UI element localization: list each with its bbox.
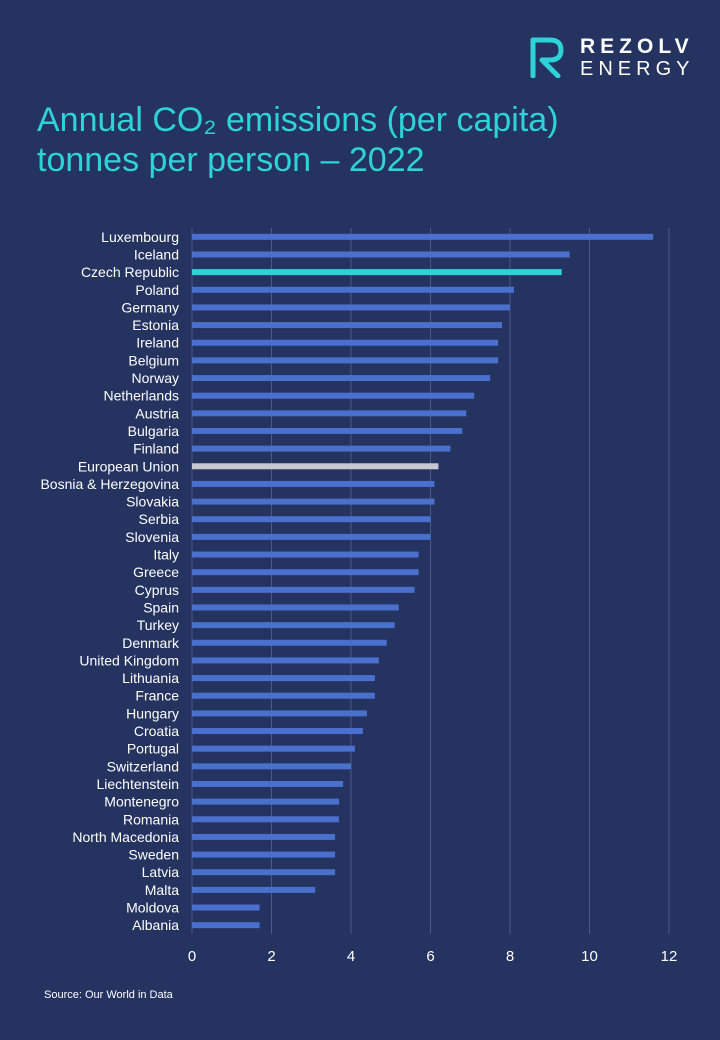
x-tick-label: 6 — [426, 948, 434, 965]
category-label: Finland — [133, 441, 179, 457]
bar — [192, 322, 503, 329]
bar — [192, 304, 510, 311]
bar — [192, 569, 419, 576]
bar — [192, 922, 260, 929]
bar — [192, 692, 375, 699]
category-label: Switzerland — [107, 758, 179, 774]
category-label: Croatia — [134, 723, 179, 739]
category-label: Luxembourg — [101, 229, 179, 245]
bar — [192, 251, 570, 258]
category-label: Latvia — [142, 864, 180, 880]
chart-title-line-1: Annual CO₂ emissions (per capita) — [37, 101, 559, 139]
bar — [192, 798, 340, 805]
bar — [192, 675, 375, 682]
x-tick-label: 10 — [581, 948, 598, 965]
category-label: Czech Republic — [81, 264, 179, 280]
rezolv-r-logo-icon — [530, 37, 564, 78]
category-label: Turkey — [137, 617, 179, 633]
bar — [192, 516, 431, 523]
bar — [192, 904, 260, 911]
bar — [192, 780, 344, 787]
category-label: North Macedonia — [72, 829, 179, 845]
bar — [192, 480, 435, 487]
bar — [192, 463, 439, 470]
brand-name: REZOLV — [580, 35, 694, 58]
bar — [192, 710, 367, 717]
source-note: Source: Our World in Data — [44, 989, 173, 1001]
bar — [192, 763, 351, 770]
category-label: Cyprus — [135, 582, 179, 598]
bar — [192, 728, 363, 735]
chart-title: Annual CO₂ emissions (per capita) tonnes… — [37, 100, 559, 180]
x-tick-label: 12 — [661, 948, 678, 965]
bar — [192, 551, 419, 558]
category-label: Belgium — [128, 352, 179, 368]
bar — [192, 533, 431, 540]
category-label: Portugal — [127, 741, 179, 757]
x-tick-label: 4 — [347, 948, 355, 965]
brand-logo: REZOLV ENERGY — [528, 34, 698, 80]
bar — [192, 604, 399, 611]
bar — [192, 410, 467, 417]
bar — [192, 851, 336, 858]
bar — [192, 427, 463, 434]
category-label: Slovenia — [125, 529, 179, 545]
bar — [192, 233, 654, 240]
bar — [192, 286, 514, 293]
category-label: Netherlands — [104, 388, 180, 404]
category-label: Iceland — [134, 246, 179, 262]
bar — [192, 357, 499, 364]
category-label: France — [135, 688, 179, 704]
bar — [192, 498, 435, 505]
category-label: Hungary — [126, 705, 179, 721]
category-label: Albania — [132, 917, 179, 933]
bar — [192, 639, 387, 646]
chart-title-line-2: tonnes per person – 2022 — [37, 141, 425, 179]
category-label: Bosnia & Herzegovina — [40, 476, 179, 492]
bar — [192, 745, 355, 752]
x-tick-label: 8 — [506, 948, 514, 965]
category-label: United Kingdom — [79, 652, 179, 668]
bar — [192, 339, 499, 346]
category-label: Poland — [135, 282, 179, 298]
category-label: Norway — [132, 370, 179, 386]
category-label: Slovakia — [126, 494, 179, 510]
bar — [192, 833, 336, 840]
category-label: Montenegro — [104, 794, 179, 810]
category-label: Romania — [123, 811, 179, 827]
category-label: Serbia — [139, 511, 180, 527]
bar — [192, 392, 475, 399]
bar — [192, 586, 415, 593]
bar — [192, 375, 491, 382]
category-label: Liechtenstein — [96, 776, 179, 792]
category-label: Lithuania — [122, 670, 179, 686]
brand-subtitle: ENERGY — [580, 58, 695, 80]
bar — [192, 269, 562, 276]
category-label: Spain — [143, 599, 179, 615]
category-label: Ireland — [136, 335, 179, 351]
bar — [192, 869, 336, 876]
x-tick-label: 0 — [188, 948, 196, 965]
category-label: Malta — [145, 882, 179, 898]
category-label: Sweden — [128, 847, 179, 863]
bar — [192, 445, 451, 452]
category-label: European Union — [78, 458, 179, 474]
category-label: Moldova — [126, 900, 179, 916]
category-label: Estonia — [132, 317, 179, 333]
category-label: Germany — [121, 299, 179, 315]
category-label: Bulgaria — [128, 423, 180, 439]
category-label: Denmark — [122, 635, 180, 651]
bar — [192, 622, 395, 629]
category-label: Italy — [153, 547, 179, 563]
bar — [192, 657, 379, 664]
bar — [192, 886, 316, 893]
bar — [192, 816, 340, 823]
category-label: Greece — [133, 564, 179, 580]
category-label: Austria — [135, 405, 179, 421]
x-tick-label: 2 — [267, 948, 275, 965]
